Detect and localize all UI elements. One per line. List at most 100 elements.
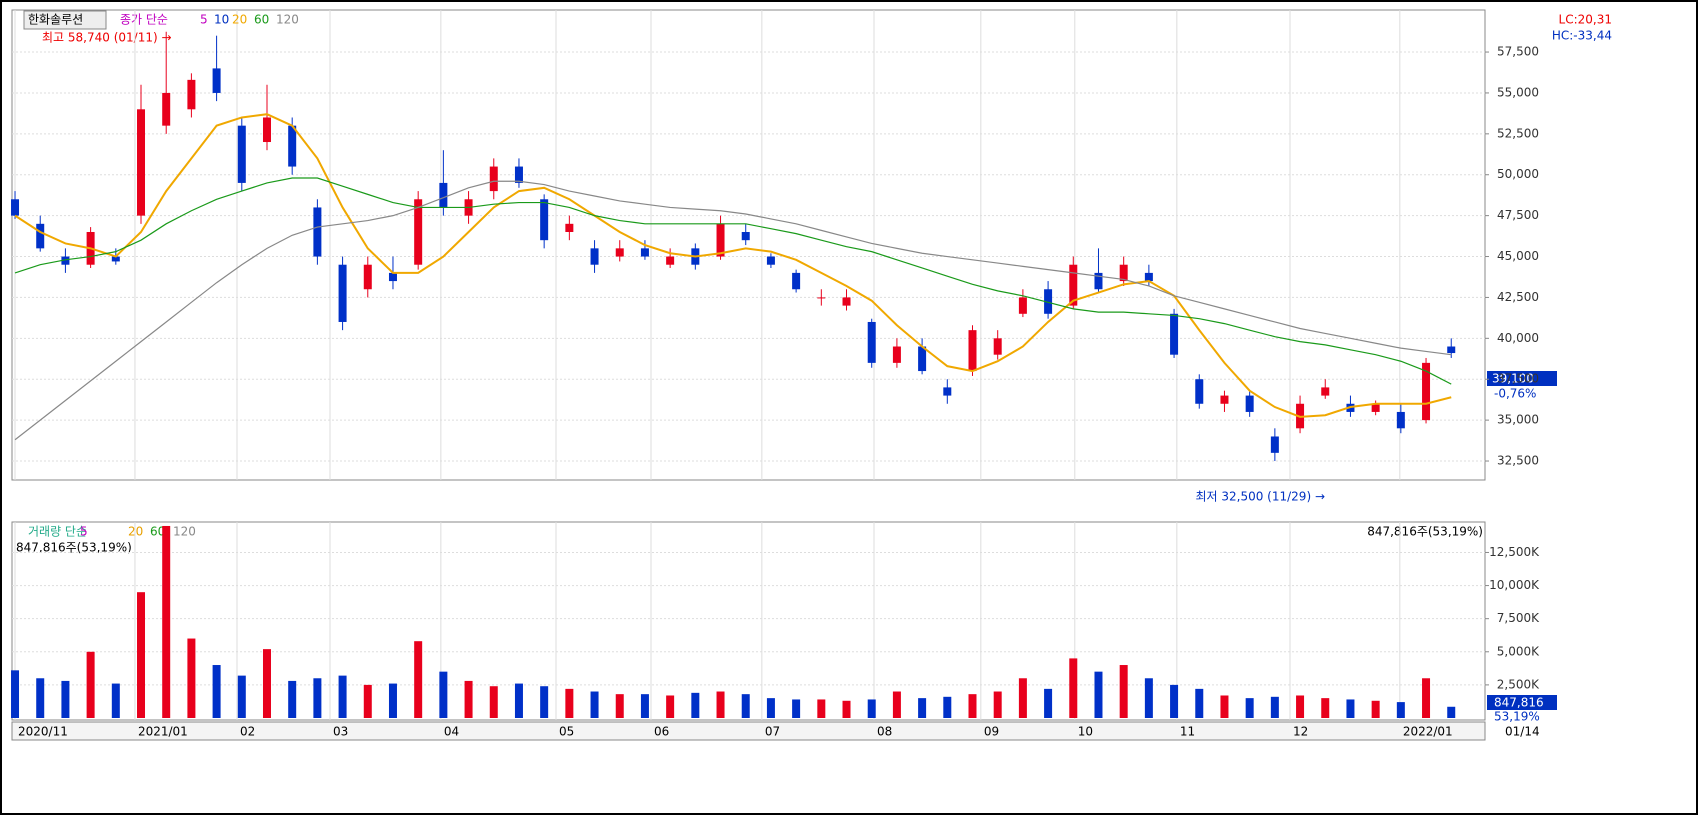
volume-bar	[540, 686, 549, 718]
volume-bar	[388, 683, 397, 718]
volume-bar	[1018, 678, 1027, 718]
candle-body	[313, 207, 322, 257]
volume-bar	[514, 683, 523, 718]
volume-bar	[363, 684, 372, 718]
candle-body	[565, 223, 574, 232]
volume-bar	[1321, 698, 1330, 718]
hc: HC:-33,44	[1552, 29, 1612, 43]
candle-body	[1170, 313, 1179, 355]
y-tick-label: 37,500	[1497, 372, 1539, 386]
candle-body	[590, 248, 599, 265]
volume-bar	[111, 683, 120, 718]
volume-bar	[313, 678, 322, 718]
candle-body	[1094, 272, 1103, 290]
volume-bar	[968, 694, 977, 718]
volume-bar	[741, 694, 750, 718]
candle-body	[1044, 289, 1053, 314]
y-tick-label: 5,000K	[1497, 644, 1540, 658]
candle-body	[162, 92, 171, 126]
candle-body	[1270, 436, 1279, 453]
stock-name-box[interactable]	[23, 10, 107, 30]
candle-body	[439, 182, 448, 208]
volume-legend-120: 120	[173, 525, 196, 539]
candle-body	[212, 68, 221, 93]
legend-entry: 20	[232, 13, 247, 27]
candle-body	[1422, 362, 1431, 421]
candle-body	[1447, 346, 1456, 354]
x-tick-label: 02	[240, 725, 255, 739]
volume-bar	[1119, 665, 1128, 718]
candle-body	[1220, 395, 1229, 404]
stock-name: 한화솔루션	[28, 13, 83, 27]
candle-body	[514, 166, 523, 183]
volume-info-right: 847,816주(53,19%)	[1367, 525, 1483, 539]
volume-bar	[288, 680, 297, 718]
low-annotation: 최저 32,500 (11/29) →	[1195, 490, 1325, 504]
volume-bar	[918, 698, 927, 718]
volume-bar	[1220, 695, 1229, 718]
candle-body	[388, 272, 397, 282]
x-tick-label: 08	[877, 725, 892, 739]
x-tick-label: 03	[333, 725, 348, 739]
volume-bar	[262, 649, 271, 718]
candle-body	[867, 321, 876, 363]
volume-bar	[1170, 684, 1179, 718]
candle-body	[741, 231, 750, 241]
time-axis	[11, 721, 1486, 741]
x-tick-label: 04	[444, 725, 459, 739]
volume-bar	[792, 699, 801, 718]
candle-body	[61, 256, 70, 265]
candle-body	[111, 256, 120, 262]
x-tick-label: 12	[1293, 725, 1308, 739]
candle-body	[489, 166, 498, 192]
volume-legend: 거래량 단순	[28, 525, 87, 539]
y-tick-label: 12,500K	[1489, 545, 1540, 559]
candle-body	[137, 109, 146, 216]
volume-bar	[615, 694, 624, 718]
candle-body	[993, 338, 1002, 355]
x-tick-label: 07	[765, 725, 780, 739]
candle-body	[1069, 264, 1078, 306]
y-tick-label: 7,500K	[1497, 611, 1540, 625]
volume-bar	[439, 671, 448, 718]
volume-bar	[1422, 678, 1431, 718]
candle-body	[1371, 403, 1380, 412]
volume-bar	[1296, 695, 1305, 718]
price-panel	[11, 9, 1486, 481]
volume-bar	[1447, 706, 1456, 718]
y-tick-label: 57,500	[1497, 45, 1539, 59]
candle-body	[363, 264, 372, 290]
y-tick-label: 55,000	[1497, 85, 1539, 99]
candle-body	[237, 125, 246, 183]
volume-bar	[338, 675, 347, 718]
volume-bar	[691, 692, 700, 718]
candle-body	[817, 297, 826, 299]
candle-body	[716, 223, 725, 257]
y-tick-label: 10,000K	[1489, 578, 1540, 592]
candle-body	[943, 387, 952, 396]
volume-bar	[414, 641, 423, 718]
volume-bar	[716, 691, 725, 718]
volume-bar	[61, 680, 70, 718]
x-tick-label: 05	[559, 725, 574, 739]
lc: LC:20,31	[1559, 13, 1612, 27]
volume-bar	[137, 592, 146, 718]
x-tick-label: 2022/01	[1403, 725, 1453, 739]
volume-bar	[86, 651, 95, 718]
x-tick-label: 2020/11	[18, 725, 68, 739]
volume-bar	[666, 695, 675, 718]
moving-average	[14, 177, 1452, 385]
volume-bar	[1371, 700, 1380, 718]
volume-bar	[1346, 699, 1355, 718]
x-tick-label: 11	[1180, 725, 1195, 739]
candle-body	[968, 330, 977, 372]
candle-body	[1119, 264, 1128, 282]
current-price: 39,100	[1492, 372, 1534, 386]
candle-body	[615, 248, 624, 257]
volume-bar	[766, 698, 775, 718]
candle-body	[414, 199, 423, 265]
volume-bar	[1069, 658, 1078, 718]
candle-body	[540, 199, 549, 241]
volume-legend-5: 5	[80, 525, 88, 539]
